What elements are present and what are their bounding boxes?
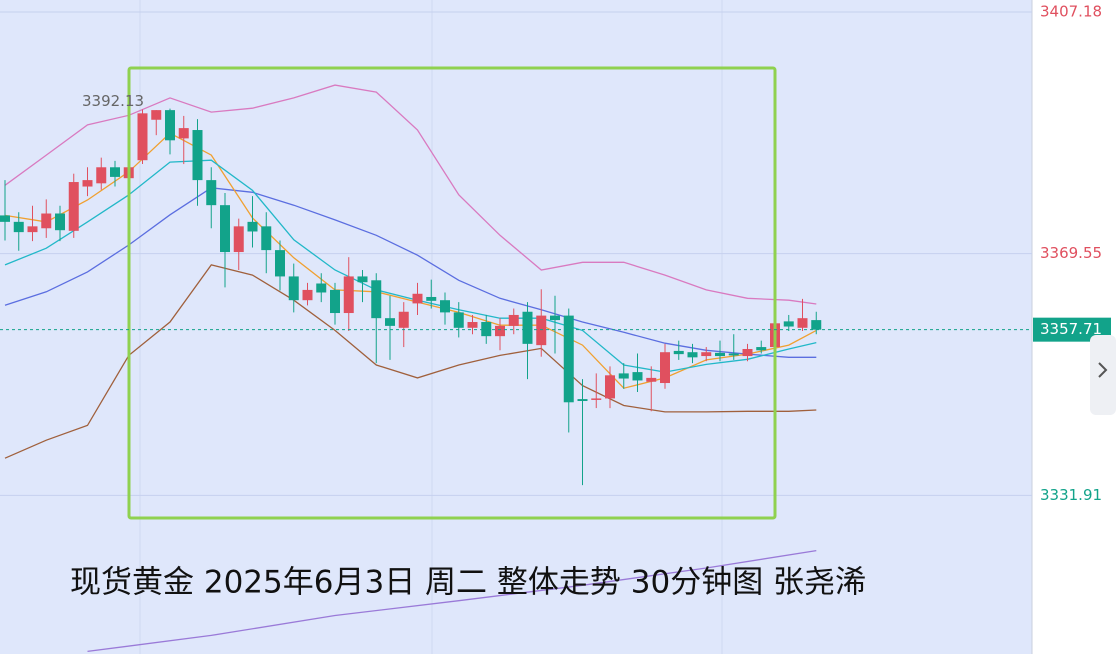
- candle-body: [563, 315, 574, 403]
- side-panel-toggle[interactable]: [1090, 335, 1116, 415]
- candle-body: [481, 322, 492, 337]
- candle-body: [673, 350, 684, 355]
- candle-body: [151, 110, 162, 120]
- candle-body: [440, 300, 450, 313]
- candle-body: [550, 315, 560, 321]
- candle-body: [233, 226, 244, 253]
- candle-body: [660, 352, 670, 384]
- candle-body: [385, 318, 395, 326]
- candle-body: [577, 399, 588, 402]
- candle-body: [96, 167, 107, 184]
- candle-body: [0, 215, 10, 222]
- candle-body: [605, 375, 615, 399]
- candle-body: [82, 180, 93, 187]
- candle-body: [316, 283, 327, 293]
- candle-body: [247, 221, 258, 232]
- candle-body: [426, 296, 437, 301]
- chevron-icon: [1098, 362, 1108, 378]
- candle-body: [178, 128, 189, 139]
- candle-body: [495, 325, 505, 337]
- candle-body: [398, 311, 409, 328]
- plot-background: [0, 0, 1032, 654]
- caption: 现货黄金 2025年6月3日 周二 整体走势 30分钟图 张尧浠: [70, 565, 866, 601]
- candle-body: [275, 250, 285, 277]
- indicator-line: [87, 549, 817, 653]
- candle-body: [508, 314, 519, 326]
- indicator-line: [4, 264, 817, 459]
- candle-body: [701, 352, 712, 357]
- candle-body: [536, 315, 547, 346]
- y-tick-label: 3369.55: [1040, 244, 1102, 262]
- candle-body: [137, 113, 148, 161]
- candle-body: [13, 221, 24, 233]
- candle-body: [618, 373, 629, 379]
- axis-layer: 3407.18 3369.55 3331.91 3392.13 3357.71: [0, 3, 1111, 504]
- candle-body: [110, 167, 120, 177]
- candle-body: [330, 289, 340, 314]
- candle-body: [715, 352, 725, 357]
- candle-body: [55, 213, 65, 231]
- y-tick-label: 3331.91: [1040, 486, 1102, 504]
- candle-body: [646, 377, 657, 382]
- candle-body: [412, 293, 423, 304]
- grid-layer: [0, 11, 1032, 496]
- candle-body: [756, 347, 767, 351]
- candle-body: [453, 312, 464, 328]
- candle-body: [302, 289, 313, 301]
- candle-body: [591, 398, 602, 400]
- candle-body: [165, 110, 175, 141]
- candle-body: [192, 130, 203, 181]
- candle-body: [261, 226, 272, 251]
- candle-body: [783, 321, 794, 327]
- candle-body: [811, 320, 822, 330]
- candle-body: [687, 352, 698, 358]
- candle-body: [206, 180, 217, 206]
- candle-body: [68, 182, 79, 231]
- candle-body: [357, 276, 368, 283]
- candle-body: [288, 276, 299, 301]
- candle-body: [27, 226, 38, 233]
- candle-body: [742, 348, 753, 357]
- candle-body: [467, 322, 478, 328]
- candle-body: [41, 213, 52, 229]
- candle-body: [728, 353, 739, 356]
- candle-body: [522, 311, 533, 344]
- highlight-box: [127, 66, 777, 520]
- candle-body: [220, 205, 230, 253]
- last-price-label: 3357.71: [1040, 320, 1102, 338]
- candle-body: [632, 372, 643, 381]
- candle-body: [343, 276, 354, 314]
- candle-body: [371, 280, 382, 319]
- high-annotation: 3392.13: [82, 92, 144, 110]
- candle-body: [797, 318, 808, 328]
- y-tick-label: 3407.18: [1040, 3, 1102, 21]
